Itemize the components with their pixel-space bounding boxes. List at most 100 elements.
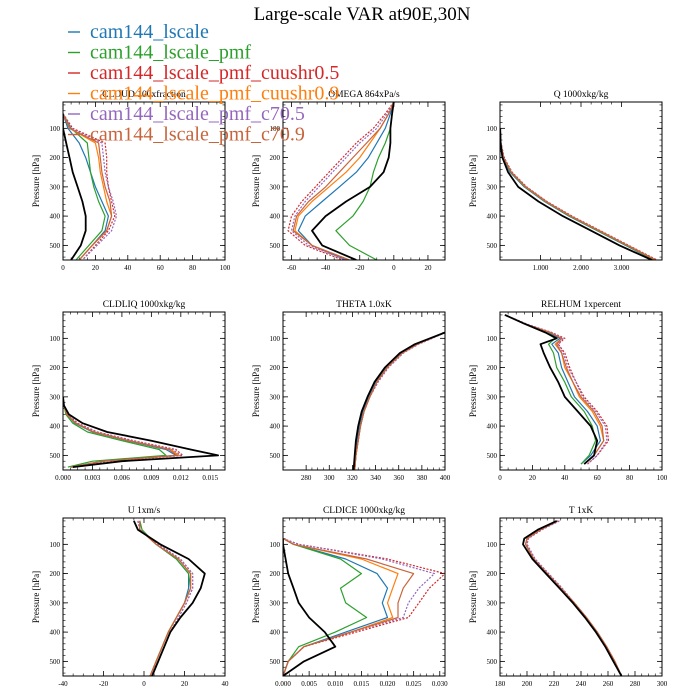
y-tick-label: 100 xyxy=(270,541,281,549)
plot-frame xyxy=(62,101,226,261)
x-tick-label: 260 xyxy=(603,680,614,688)
series-line-cam144_lscale xyxy=(63,113,110,260)
x-tick-label: -20 xyxy=(355,264,365,272)
series-group xyxy=(352,331,445,470)
series-line-cam144_lscale_pmf xyxy=(283,537,368,676)
y-axis-label: Pressure [hPa] xyxy=(251,155,261,207)
series-line-cam144_lscale_pmf_cuushr0.5 xyxy=(283,537,445,676)
series-line-reference xyxy=(500,128,653,260)
legend-entry: cam144_lscale_pmf_c70.5 xyxy=(90,103,305,125)
series-group xyxy=(63,396,220,468)
series-line-cam144_lscale_pmf_c70.5 xyxy=(500,128,657,260)
series-line-cam144_lscale_pmf_cuushr0.9 xyxy=(524,520,623,676)
x-tick-label: 3.000 xyxy=(614,264,630,272)
y-axis-label: Pressure [hPa] xyxy=(251,571,261,623)
panel-title: CLDLIQ 1000xkg/kg xyxy=(103,300,186,310)
series-line-cam144_lscale_pmf_cuushr0.9 xyxy=(139,520,192,676)
y-axis-label: Pressure [hPa] xyxy=(468,365,478,417)
x-tick-label: 280 xyxy=(630,680,641,688)
x-tick-label: 300 xyxy=(324,474,335,482)
series-line-reference xyxy=(522,520,623,676)
x-tick-label: 20 xyxy=(181,680,189,688)
series-line-cam144_lscale_pmf xyxy=(504,314,597,465)
series-group xyxy=(283,537,445,676)
chart-panel: CLDLIQ 1000xkg/kg Pressure [hPa] 100 200 300… xyxy=(31,300,226,482)
chart-panel: T 1xK Pressure [hPa] 100 200 300 400 500 180 200… xyxy=(468,506,668,688)
x-tick-label: 0.015 xyxy=(202,474,218,482)
legend-entry: cam144_lscale xyxy=(90,21,209,43)
y-tick-label: 100 xyxy=(487,335,498,343)
series-line-cam144_lscale_pmf_cuushr0.5 xyxy=(63,396,184,468)
series-line-cam144_lscale xyxy=(524,520,623,676)
y-tick-label: 200 xyxy=(50,570,61,578)
x-tick-label: 0.015 xyxy=(354,680,370,688)
x-tick-label: 0.020 xyxy=(380,680,396,688)
legend-entry: cam144_lscale_pmf_cuushr0.5 xyxy=(90,62,339,84)
series-group xyxy=(504,314,610,465)
chart-panel: Q 1000xkg/kg Pressure [hPa] 100 200 300 400 50… xyxy=(468,90,663,272)
series-line-cam144_lscale_pmf xyxy=(524,520,623,676)
x-tick-label: 1.000 xyxy=(533,264,549,272)
panel-title: CLDICE 1000xkg/kg xyxy=(323,506,405,516)
legend-entry: cam144_lscale_pmf_cuushr0.9 xyxy=(90,83,339,105)
y-tick-label: 200 xyxy=(270,570,281,578)
y-tick-label: 400 xyxy=(270,629,281,637)
y-tick-label: 200 xyxy=(487,154,498,162)
x-tick-label: 0.025 xyxy=(406,680,422,688)
y-tick-label: 300 xyxy=(50,599,61,607)
y-tick-label: 200 xyxy=(50,364,61,372)
y-tick-label: 500 xyxy=(270,242,281,250)
x-tick-label: 80 xyxy=(189,264,197,272)
series-line-reference xyxy=(283,538,337,676)
y-tick-label: 100 xyxy=(270,335,281,343)
x-tick-label: 0 xyxy=(142,680,146,688)
y-tick-label: 400 xyxy=(50,213,61,221)
series-line-cam144_lscale_pmf_c70.5 xyxy=(283,537,436,676)
x-tick-label: 180 xyxy=(495,680,506,688)
x-tick-label: 240 xyxy=(576,680,587,688)
panel-title: RELHUM 1xpercent xyxy=(541,300,621,310)
series-line-cam144_lscale_pmf_c70.9 xyxy=(292,102,395,260)
y-tick-label: 100 xyxy=(270,125,281,133)
y-tick-label: 300 xyxy=(270,183,281,191)
series-line-cam144_lscale xyxy=(283,537,389,676)
series-line-cam144_lscale_pmf xyxy=(335,102,395,260)
series-line-cam144_lscale_pmf_c70.5 xyxy=(526,520,623,676)
plot-frame xyxy=(499,517,663,677)
x-tick-label: 40 xyxy=(124,264,132,272)
x-tick-label: 100 xyxy=(220,264,231,272)
x-tick-label: 80 xyxy=(626,474,634,482)
legend: cam144_lscalecam144_lscale_pmfcam144_lsc… xyxy=(68,21,339,146)
series-group xyxy=(63,113,118,260)
legend-entry: cam144_lscale_pmf_c70.9 xyxy=(90,124,305,146)
y-tick-label: 500 xyxy=(487,658,498,666)
y-tick-label: 100 xyxy=(487,541,498,549)
y-axis-label: Pressure [hPa] xyxy=(31,155,41,207)
plot-frame xyxy=(62,311,226,471)
series-line-cam144_lscale_pmf_c70.5 xyxy=(137,520,194,676)
plot-frame xyxy=(282,517,446,677)
plot-frame xyxy=(282,311,446,471)
y-tick-label: 400 xyxy=(487,213,498,221)
y-tick-label: 500 xyxy=(487,242,498,250)
y-tick-label: 200 xyxy=(270,154,281,162)
series-line-cam144_lscale xyxy=(139,520,190,676)
x-tick-label: 320 xyxy=(347,474,358,482)
series-line-reference xyxy=(63,113,87,260)
series-group xyxy=(287,102,395,260)
x-tick-label: 200 xyxy=(522,680,533,688)
series-line-reference xyxy=(311,102,395,260)
y-tick-label: 500 xyxy=(270,658,281,666)
y-tick-label: 200 xyxy=(487,570,498,578)
x-tick-label: 340 xyxy=(370,474,381,482)
y-tick-label: 400 xyxy=(50,629,61,637)
series-line-cam144_lscale_pmf_c70.5 xyxy=(63,396,182,468)
plot-frame xyxy=(282,101,446,261)
x-tick-label: 20 xyxy=(424,264,432,272)
x-tick-label: 0.005 xyxy=(301,680,317,688)
x-tick-label: 280 xyxy=(301,474,312,482)
y-tick-label: 300 xyxy=(270,599,281,607)
